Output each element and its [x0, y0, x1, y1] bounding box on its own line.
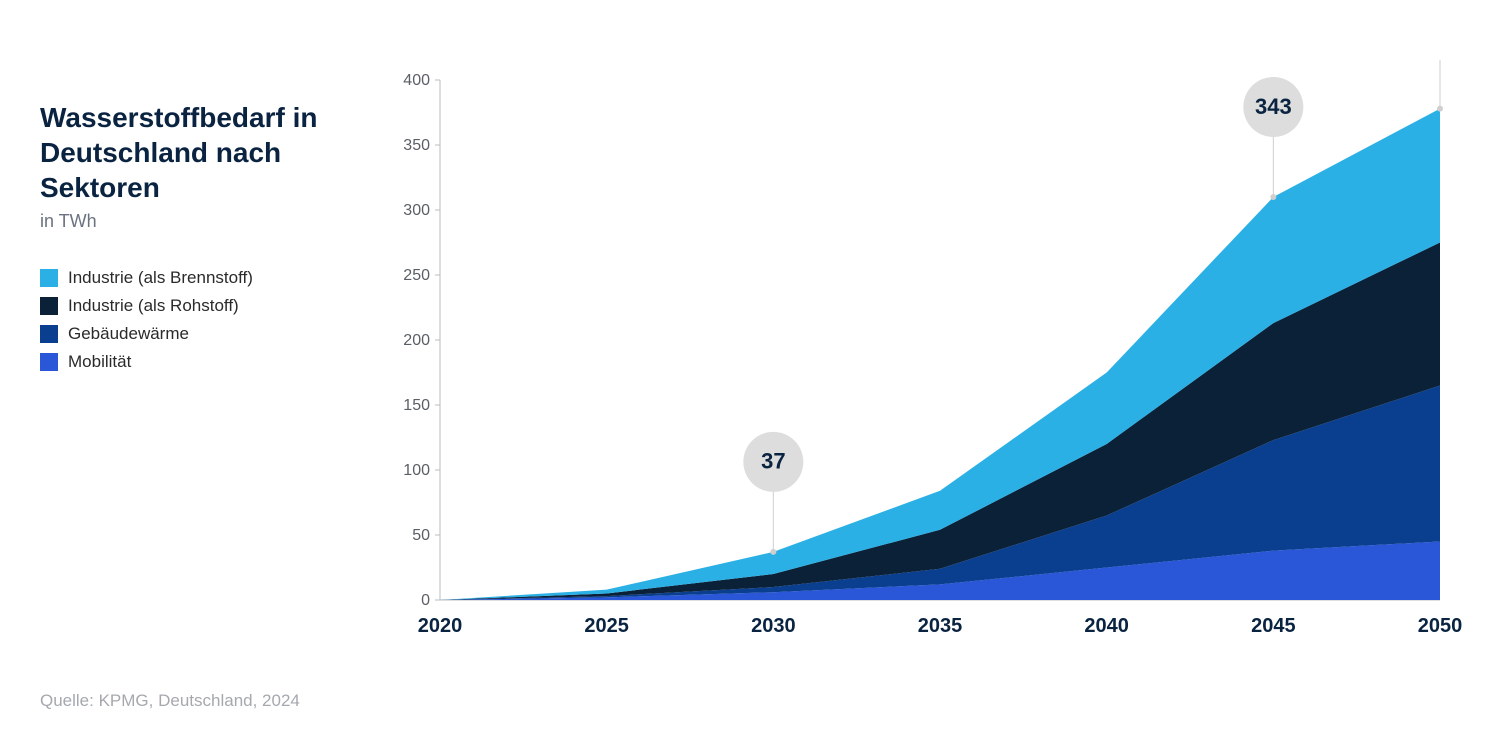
y-tick-label: 50	[412, 527, 430, 544]
legend-item: Gebäudewärme	[40, 324, 380, 344]
callout-anchor-dot	[770, 549, 776, 555]
y-tick-label: 0	[421, 592, 430, 609]
stacked-area-chart: 0 50 100 150 200 250 300 350 400 2020 2025 2030 2035…	[380, 60, 1480, 670]
x-tick-label: 2020	[418, 615, 463, 637]
legend-label: Industrie (als Rohstoff)	[68, 296, 239, 316]
x-tick-label: 2045	[1251, 615, 1296, 637]
callout-label: 343	[1255, 94, 1292, 119]
chart-subtitle: in TWh	[40, 211, 380, 232]
legend-label: Industrie (als Brennstoff)	[68, 268, 253, 288]
legend-swatch	[40, 353, 58, 371]
chart-title: Wasserstoffbedarf in Deutschland nach Se…	[40, 100, 380, 205]
legend-swatch	[40, 325, 58, 343]
legend-label: Mobilität	[68, 352, 131, 372]
y-tick-label: 300	[403, 202, 430, 219]
y-tick-label: 350	[403, 137, 430, 154]
callout-anchor-dot	[1270, 194, 1276, 200]
x-tick-label: 2030	[751, 615, 796, 637]
x-tick-label: 2025	[584, 615, 629, 637]
chart-title-line2: Deutschland nach Sektoren	[40, 137, 281, 203]
y-tick-label: 100	[403, 462, 430, 479]
chart-title-line1: Wasserstoffbedarf in	[40, 102, 317, 133]
legend: Industrie (als Brennstoff) Industrie (als…	[40, 268, 380, 372]
y-tick-label: 150	[403, 397, 430, 414]
source-caption: Quelle: KPMG, Deutschland, 2024	[40, 691, 300, 711]
callout-label: 37	[761, 449, 785, 474]
callout-anchor-dot	[1437, 106, 1443, 112]
y-tick-label: 200	[403, 332, 430, 349]
page-root: Wasserstoffbedarf in Deutschland nach Se…	[0, 0, 1500, 739]
x-tick-label: 2040	[1084, 615, 1129, 637]
legend-item: Industrie (als Brennstoff)	[40, 268, 380, 288]
legend-item: Industrie (als Rohstoff)	[40, 296, 380, 316]
y-tick-label: 250	[403, 267, 430, 284]
chart-area: 0 50 100 150 200 250 300 350 400 2020 2025 2030 2035…	[380, 60, 1480, 719]
y-tick-label: 400	[403, 72, 430, 89]
x-tick-label: 2050	[1418, 615, 1463, 637]
x-tick-label: 2035	[918, 615, 963, 637]
sidebar: Wasserstoffbedarf in Deutschland nach Se…	[40, 60, 380, 719]
legend-swatch	[40, 269, 58, 287]
legend-item: Mobilität	[40, 352, 380, 372]
legend-label: Gebäudewärme	[68, 324, 189, 344]
legend-swatch	[40, 297, 58, 315]
